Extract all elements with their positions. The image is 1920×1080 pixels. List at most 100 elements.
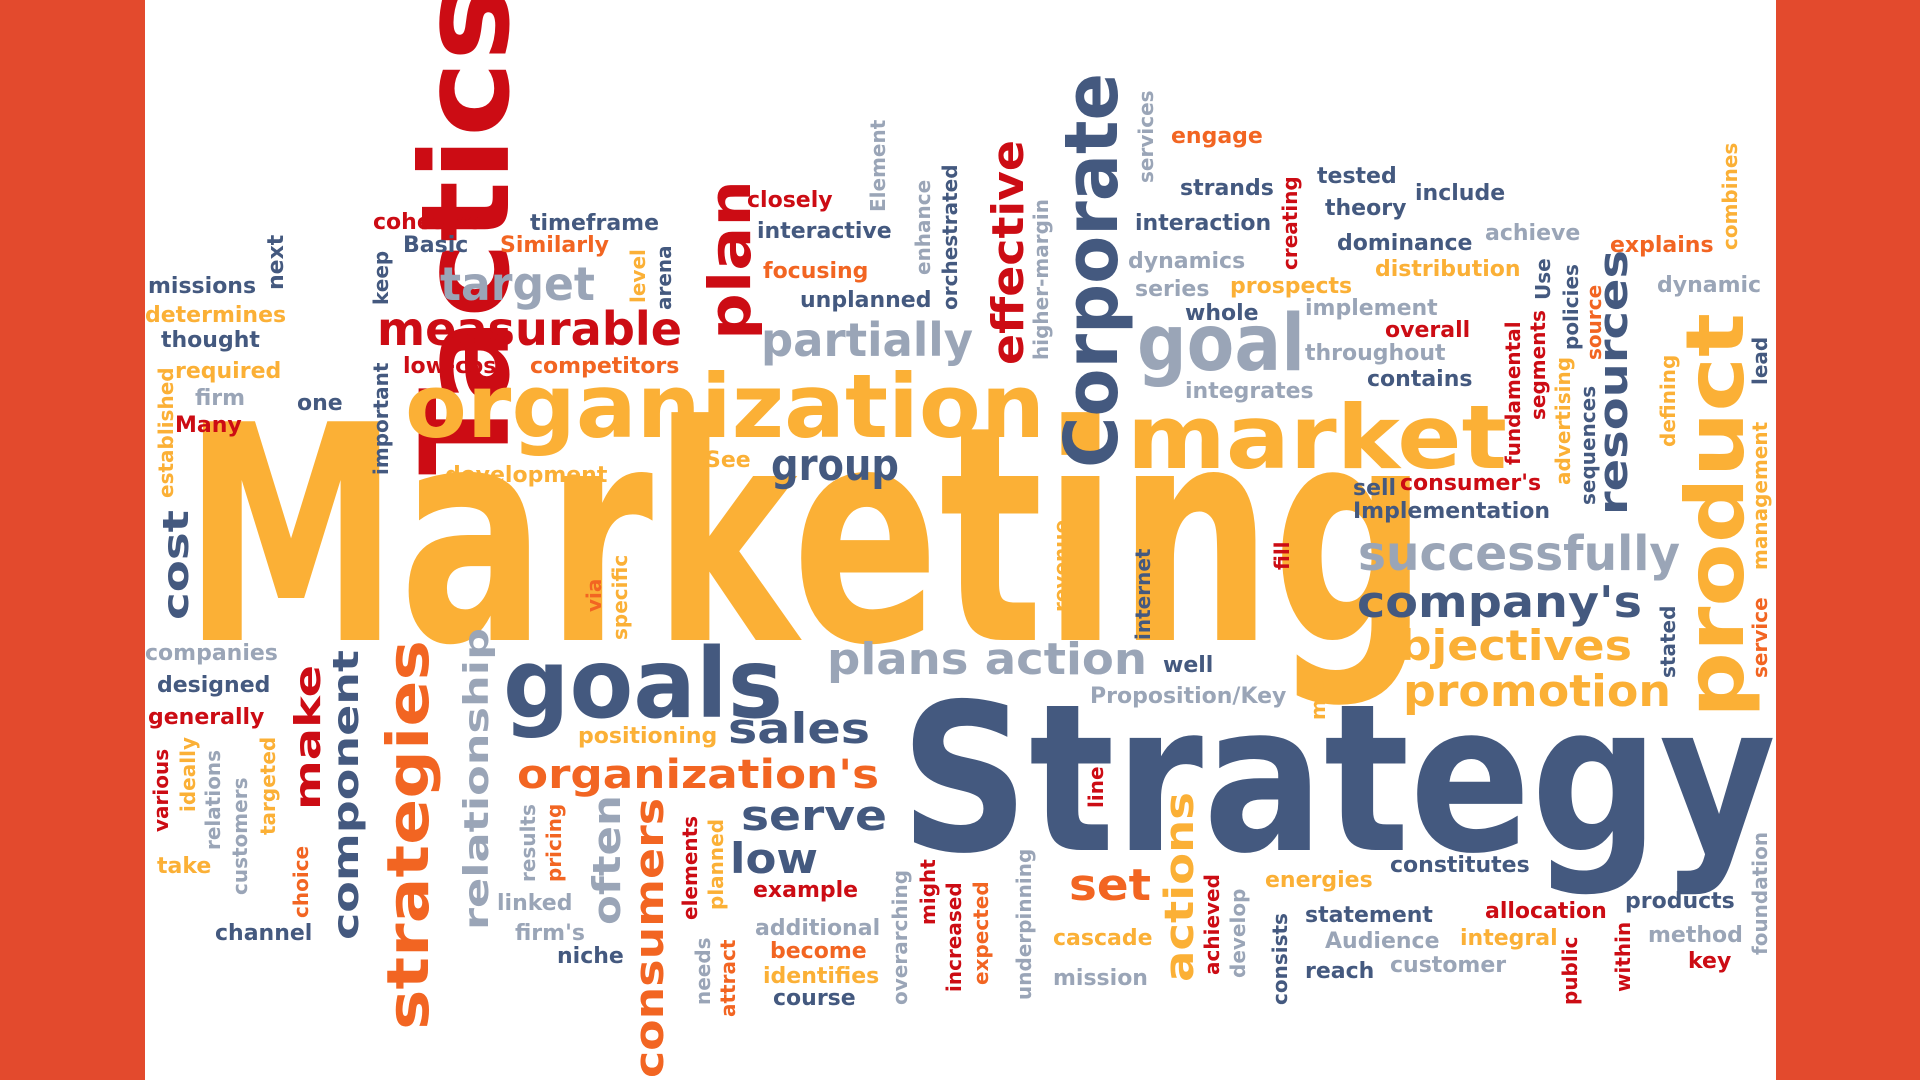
word-audience: Audience (1325, 929, 1440, 954)
word-arena: arena (652, 245, 676, 310)
word-integrates: integrates (1185, 379, 1314, 404)
word-tactics: Tactics (395, 0, 537, 475)
word-make: make (288, 665, 329, 810)
word-goal: goal (1137, 299, 1305, 389)
word-mix: mix (1306, 679, 1330, 720)
word-needs: needs (691, 937, 715, 1005)
word-distribution: distribution (1375, 257, 1521, 282)
word-sell: sell (1353, 476, 1396, 501)
word-cohesive: cohesive (373, 210, 482, 235)
word-timeframe: timeframe (530, 211, 659, 236)
word-combines: combines (1718, 143, 1742, 250)
word-product: product (1669, 313, 1762, 718)
word-proposition-key: Proposition/Key (1090, 684, 1286, 709)
word-consists: consists (1268, 913, 1292, 1005)
word-whole: whole (1185, 301, 1259, 326)
word-results: results (516, 804, 540, 882)
word-positioning: positioning (578, 724, 717, 749)
word-enhance: enhance (911, 180, 935, 275)
left-border (0, 0, 145, 1080)
word-increased: increased (942, 882, 966, 992)
word-plans-action: plans action (827, 634, 1147, 685)
word-successfully: successfully (1358, 526, 1680, 582)
word-via: via (582, 579, 606, 612)
word-generally: generally (148, 705, 264, 730)
word-lead: lead (1748, 337, 1772, 385)
word-dynamics: dynamics (1128, 249, 1245, 274)
word-set: set (1069, 860, 1151, 911)
word-organization: organization (405, 355, 1045, 458)
word-consumers: consumers (627, 798, 673, 1078)
word-cloud: Marketing Strategy Tactics organization … (145, 0, 1776, 1078)
word-plan: plan (696, 180, 764, 340)
word-measurable: measurable (377, 302, 682, 356)
word-pricing: pricing (542, 804, 566, 882)
word-advertising: advertising (1551, 357, 1575, 485)
word-method: method (1648, 923, 1743, 948)
word-consumers-possessive: consumer's (1400, 471, 1541, 496)
word-linked: linked (497, 891, 572, 916)
word-determines: determines (145, 303, 286, 328)
word-designed: designed (157, 673, 270, 698)
word-prospects: prospects (1230, 274, 1352, 299)
word-strategies: strategies (374, 640, 442, 1030)
word-missions: missions (148, 274, 256, 299)
word-constitutes: constitutes (1390, 853, 1530, 878)
word-various: various (149, 749, 173, 832)
word-component: component (326, 650, 367, 940)
word-explains: explains (1610, 233, 1714, 258)
right-border (1776, 0, 1920, 1080)
word-relations: relations (201, 750, 225, 850)
word-integral: integral (1460, 926, 1558, 951)
word-marketing: Marketing (183, 362, 1428, 711)
word-interaction: interaction (1135, 211, 1271, 236)
word-niche: niche (557, 944, 624, 969)
word-firm: firm (195, 386, 245, 411)
word-promotion: promotion (1403, 666, 1671, 717)
word-foundation: foundation (1748, 832, 1772, 955)
word-established: established (154, 367, 178, 498)
word-source: source (1582, 285, 1606, 360)
word-market: market (1127, 386, 1507, 489)
word-service: service (1748, 597, 1772, 678)
word-partially: partially (761, 313, 973, 367)
word-often: often (585, 795, 629, 925)
word-thought: thought (161, 328, 260, 353)
word-overall: overall (1385, 318, 1470, 343)
word-key: key (1688, 949, 1731, 974)
word-energies: energies (1265, 868, 1373, 893)
word-elements: elements (678, 816, 702, 920)
word-cost: cost (156, 510, 197, 620)
word-serve: serve (741, 791, 887, 840)
word-achieved: achieved (1200, 874, 1224, 975)
word-corporate: Corporate (1049, 73, 1135, 468)
word-implement: implement (1305, 296, 1438, 321)
word-creating: creating (1278, 176, 1302, 270)
word-underpinning: underpinning (1012, 849, 1036, 1000)
word-group: group (771, 440, 899, 491)
word-resources: resources (1591, 250, 1637, 515)
word-see: See (705, 448, 751, 473)
word-companys: company's (1357, 577, 1642, 628)
word-might: might (916, 859, 940, 925)
word-low-cost: low-cost (403, 354, 507, 379)
word-attract: attract (716, 939, 740, 1017)
word-choice: choice (289, 846, 313, 918)
word-segments: segments (1526, 310, 1550, 420)
word-channel: channel (215, 921, 312, 946)
word-development: development (445, 463, 608, 488)
word-management: management (1748, 421, 1772, 570)
word-element: Element (866, 119, 890, 212)
word-internet: internet (1131, 548, 1155, 640)
word-mission: mission (1053, 966, 1148, 991)
word-cascade: cascade (1053, 926, 1153, 951)
word-fill: fill (1270, 541, 1294, 570)
word-basic: Basic (403, 233, 468, 258)
word-public: public (1558, 937, 1582, 1005)
word-include: include (1415, 181, 1505, 206)
word-targeted: targeted (256, 737, 280, 835)
word-many: Many (175, 413, 242, 438)
word-strands: strands (1180, 176, 1274, 201)
word-tested: tested (1317, 164, 1397, 189)
